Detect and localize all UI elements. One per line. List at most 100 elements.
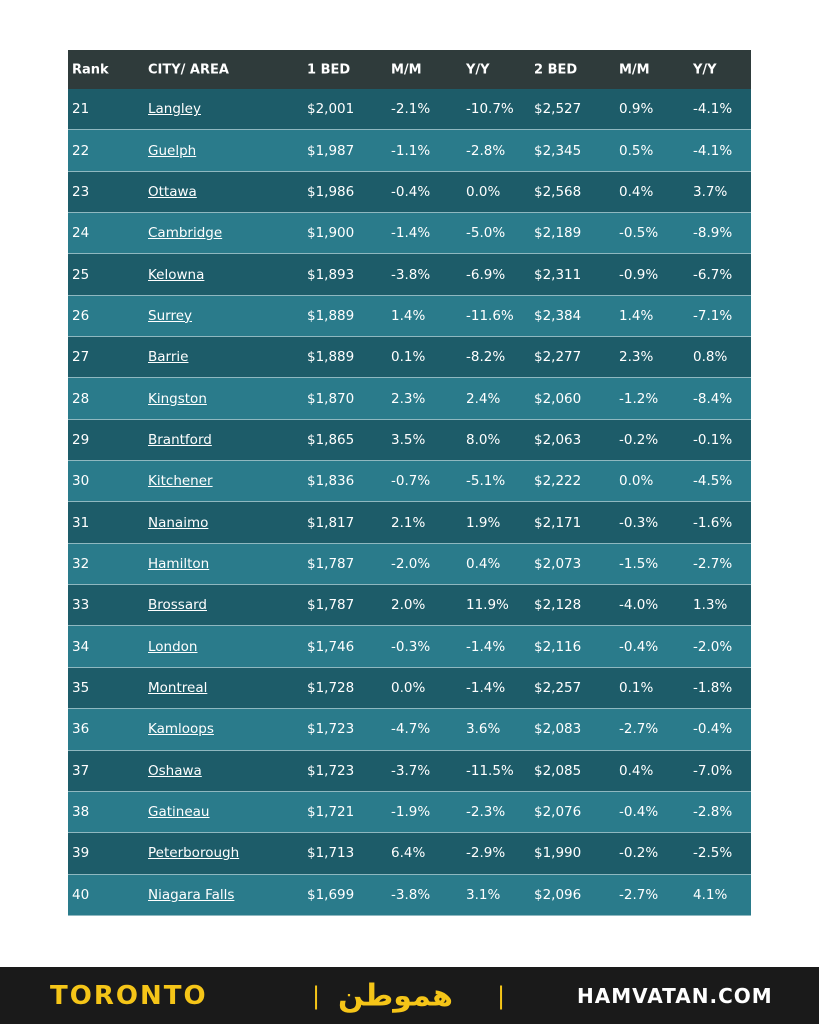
two-bed-mm: -1.2% — [619, 390, 659, 407]
city[interactable]: Surrey — [148, 307, 192, 324]
two-bed-mm: -0.9% — [619, 266, 659, 283]
two-bed-rent: $2,063 — [534, 431, 582, 448]
two-bed-rent: $2,116 — [534, 638, 582, 655]
table-row: 34 London $1,746 -0.3% -1.4% $2,116 -0.4% -2.0% — [68, 626, 751, 668]
two-bed-yy: -8.4% — [693, 390, 733, 407]
two-bed-mm: -0.2% — [619, 431, 659, 448]
one-bed-rent: $1,987 — [307, 142, 355, 159]
rank: 22 — [72, 142, 90, 159]
two-bed-rent: $2,085 — [534, 762, 582, 779]
two-bed-rent: $2,384 — [534, 307, 582, 324]
one-bed-yy: -1.4% — [466, 679, 506, 696]
one-bed-mm: 0.0% — [391, 679, 426, 696]
city[interactable]: Brossard — [148, 597, 207, 614]
two-bed-mm: -0.2% — [619, 845, 659, 862]
two-bed-yy: 3.7% — [693, 183, 728, 200]
city[interactable]: Kitchener — [148, 473, 213, 490]
two-bed-rent: $2,222 — [534, 473, 582, 490]
city[interactable]: Hamilton — [148, 555, 210, 572]
two-bed-mm: 0.0% — [619, 473, 654, 490]
one-bed-yy: -2.3% — [466, 804, 506, 821]
one-bed-rent: $1,865 — [307, 431, 355, 448]
table-row: 24 Cambridge $1,900 -1.4% -5.0% $2,189 -0.5% -8… — [68, 213, 751, 255]
one-bed-mm: -0.4% — [391, 183, 431, 200]
two-bed-yy: -1.6% — [693, 514, 733, 531]
one-bed-yy: 0.4% — [466, 555, 501, 572]
one-bed-rent: $2,001 — [307, 101, 355, 118]
one-bed-mm: -2.1% — [391, 101, 431, 118]
city[interactable]: Oshawa — [148, 762, 202, 779]
footer: TORONTO | هموطن | HAMVATAN.COM — [0, 967, 819, 1024]
table-row: 21 Langley $2,001 -2.1% -10.7% $2,527 0.9% -4.1… — [68, 89, 751, 131]
city[interactable]: Nanaimo — [148, 514, 209, 531]
rent-table: Rank CITY/ AREA 1 BED M/M Y/Y 2 BED M/M Y/Y 21 La… — [68, 50, 751, 916]
one-bed-mm: 2.3% — [391, 390, 426, 407]
city[interactable]: Brantford — [148, 431, 212, 448]
rank: 24 — [72, 225, 90, 242]
one-bed-yy: -5.0% — [466, 225, 506, 242]
table-row: 37 Oshawa $1,723 -3.7% -11.5% $2,085 0.4% -7.0% — [68, 750, 751, 792]
city[interactable]: Kingston — [148, 390, 207, 407]
one-bed-rent: $1,900 — [307, 225, 355, 242]
one-bed-yy: 2.4% — [466, 390, 501, 407]
city[interactable]: Niagara Falls — [148, 886, 235, 903]
table-row: 40 Niagara Falls $1,699 -3.8% 3.1% $2,096 -2.7… — [68, 874, 751, 916]
one-bed-mm: -0.7% — [391, 473, 431, 490]
city[interactable]: Ottawa — [148, 183, 197, 200]
one-bed-mm: 0.1% — [391, 349, 426, 366]
one-bed-mm: -3.8% — [391, 266, 431, 283]
rank: 40 — [72, 886, 90, 903]
city[interactable]: London — [148, 638, 198, 655]
city[interactable]: Gatineau — [148, 804, 210, 821]
two-bed-mm: 2.3% — [619, 349, 654, 366]
table-row: 22 Guelph $1,987 -1.1% -2.8% $2,345 0.5% -4.1% — [68, 130, 751, 172]
table-row: 23 Ottawa $1,986 -0.4% 0.0% $2,568 0.4% 3.7% — [68, 171, 751, 214]
one-bed-rent: $1,746 — [307, 638, 355, 655]
city[interactable]: Langley — [148, 101, 201, 118]
two-bed-mm: 0.5% — [619, 142, 654, 159]
one-bed-yy: 8.0% — [466, 431, 501, 448]
two-bed-yy: -6.7% — [693, 266, 733, 283]
one-bed-yy: -5.1% — [466, 473, 506, 490]
two-bed-yy: -2.8% — [693, 804, 733, 821]
two-bed-mm: -1.5% — [619, 555, 659, 572]
one-bed-mm: -3.8% — [391, 886, 431, 903]
city[interactable]: Barrie — [148, 349, 189, 366]
one-bed-rent: $1,723 — [307, 762, 355, 779]
one-bed-rent: $1,889 — [307, 349, 355, 366]
city[interactable]: Kelowna — [148, 266, 205, 283]
two-bed-yy: -4.1% — [693, 142, 733, 159]
two-bed-rent: $2,189 — [534, 225, 582, 242]
city[interactable]: Montreal — [148, 679, 208, 696]
one-bed-rent: $1,870 — [307, 390, 355, 407]
two-bed-rent: $2,345 — [534, 142, 582, 159]
two-bed-yy: -1.8% — [693, 679, 733, 696]
city[interactable]: Peterborough — [148, 845, 240, 862]
table-row: 28 Kingston $1,870 2.3% 2.4% $2,060 -1.2% -8.4% — [68, 378, 751, 420]
one-bed-yy: -2.8% — [466, 142, 506, 159]
one-bed-mm: -3.7% — [391, 762, 431, 779]
one-bed-rent: $1,787 — [307, 555, 355, 572]
one-bed-yy: -10.7% — [466, 101, 514, 118]
one-bed-yy: 1.9% — [466, 514, 501, 531]
two-bed-rent: $2,277 — [534, 349, 582, 366]
city[interactable]: Cambridge — [148, 225, 223, 242]
two-bed-yy: -2.5% — [693, 845, 733, 862]
two-bed-yy: -0.4% — [693, 721, 733, 738]
one-bed-mm: -0.3% — [391, 638, 431, 655]
two-bed-yy: 0.8% — [693, 349, 728, 366]
two-bed-rent: $2,568 — [534, 183, 582, 200]
table-row: 31 Nanaimo $1,817 2.1% 1.9% $2,171 -0.3% -1.6% — [68, 502, 751, 544]
two-bed-rent: $2,073 — [534, 555, 582, 572]
city[interactable]: Kamloops — [148, 721, 214, 738]
two-bed-yy: -0.1% — [693, 431, 733, 448]
one-bed-mm: 1.4% — [391, 307, 426, 324]
one-bed-rent: $1,893 — [307, 266, 355, 283]
two-bed-mm: 0.4% — [619, 762, 654, 779]
rank: 32 — [72, 555, 90, 572]
city[interactable]: Guelph — [148, 142, 197, 159]
two-bed-mm: 0.1% — [619, 679, 654, 696]
one-bed-yy: -11.6% — [466, 307, 514, 324]
rank: 37 — [72, 762, 90, 779]
